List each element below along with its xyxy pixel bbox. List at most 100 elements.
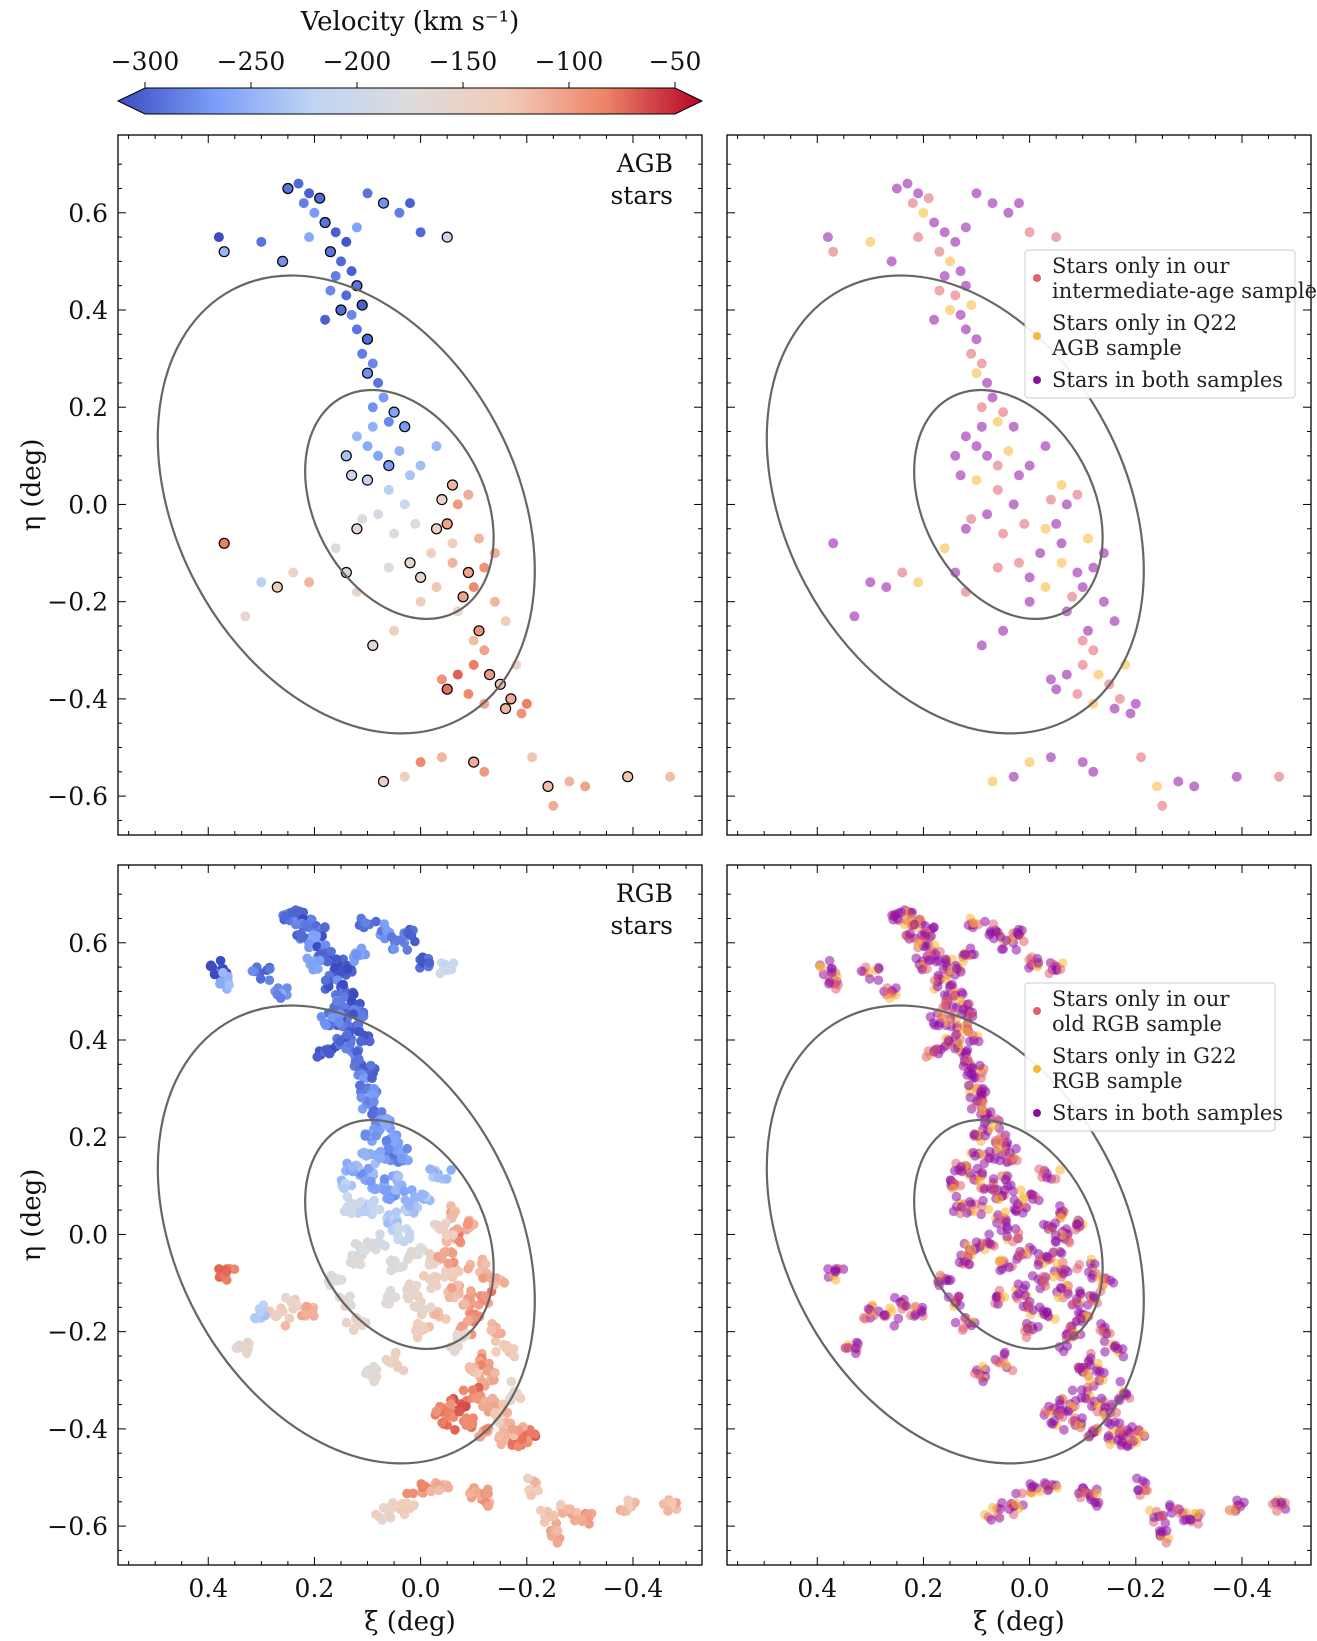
star-point bbox=[1003, 207, 1014, 218]
star-point bbox=[335, 1036, 345, 1046]
star-point bbox=[362, 441, 373, 452]
star-point bbox=[255, 974, 266, 984]
star-point bbox=[824, 955, 835, 966]
star-point bbox=[833, 980, 843, 990]
star-point bbox=[987, 776, 998, 787]
star-point bbox=[849, 611, 860, 622]
star-point bbox=[479, 645, 490, 656]
star-point bbox=[356, 1009, 367, 1020]
star-point bbox=[377, 197, 390, 209]
colorbar-tick-label: −200 bbox=[323, 47, 392, 76]
star-point bbox=[536, 1505, 546, 1516]
star-point bbox=[256, 236, 267, 247]
panel-rgb-samples: 0.4 0.2 0.0 −0.2 −0.4 bbox=[726, 864, 1312, 1603]
star-point bbox=[918, 207, 929, 218]
star-point bbox=[1108, 1278, 1119, 1288]
star-point bbox=[374, 1204, 385, 1215]
star-point bbox=[489, 596, 500, 607]
star-point bbox=[956, 1161, 966, 1172]
star-point bbox=[1088, 562, 1099, 573]
star-point bbox=[369, 1097, 379, 1107]
star-point bbox=[415, 227, 426, 238]
colorbar: Velocity (km s⁻¹) −300 −250 −200 −150 −100 −5… bbox=[111, 7, 704, 115]
star-point bbox=[1077, 1413, 1087, 1423]
star-point bbox=[346, 995, 357, 1006]
star-point bbox=[1034, 1164, 1044, 1174]
star-point bbox=[893, 1313, 904, 1324]
star-point bbox=[304, 577, 315, 588]
star-point bbox=[1061, 669, 1072, 680]
star-point bbox=[506, 1376, 517, 1387]
star-point bbox=[1008, 771, 1019, 782]
star-point bbox=[864, 974, 875, 984]
legend-top-item2-line2: AGB sample bbox=[1051, 336, 1182, 360]
plot-frame bbox=[117, 134, 703, 836]
star-point bbox=[936, 1013, 946, 1023]
star-point bbox=[390, 1349, 401, 1360]
star-point bbox=[993, 1194, 1004, 1205]
star-point bbox=[356, 943, 367, 954]
legend-top: Stars only in our intermediate-age sampl… bbox=[1024, 249, 1317, 399]
star-point bbox=[369, 1361, 379, 1372]
star-point bbox=[392, 1360, 403, 1370]
star-point bbox=[1089, 1259, 1100, 1269]
star-point bbox=[483, 1488, 493, 1499]
star-point bbox=[1002, 1231, 1012, 1242]
star-point bbox=[483, 1501, 493, 1511]
star-point bbox=[1028, 1481, 1039, 1491]
star-point bbox=[960, 950, 971, 960]
star-point bbox=[304, 939, 314, 949]
star-point bbox=[1067, 1385, 1078, 1396]
star-point bbox=[444, 1292, 455, 1303]
star-point bbox=[548, 1511, 558, 1522]
star-point bbox=[468, 582, 479, 593]
star-point bbox=[500, 616, 511, 627]
star-point bbox=[240, 611, 251, 622]
star-point bbox=[479, 766, 490, 777]
star-point bbox=[250, 1313, 260, 1323]
star-point bbox=[1083, 625, 1093, 636]
star-point bbox=[1075, 1286, 1085, 1296]
star-point bbox=[922, 964, 932, 974]
star-point bbox=[1118, 1351, 1129, 1362]
star-point bbox=[1096, 1393, 1107, 1404]
star-point bbox=[1109, 703, 1120, 714]
star-point bbox=[489, 1375, 499, 1385]
legend-bottom-item2-line1: Stars only in G22 bbox=[1052, 1044, 1237, 1068]
star-point bbox=[484, 668, 496, 681]
star-point bbox=[292, 1301, 303, 1311]
star-point bbox=[972, 1163, 983, 1174]
star-point bbox=[404, 1233, 415, 1244]
x-tick-label: 0.4 bbox=[797, 1574, 837, 1603]
star-point bbox=[965, 1036, 975, 1047]
colorbar-tick-label: −150 bbox=[429, 47, 498, 76]
star-point bbox=[1024, 1300, 1034, 1311]
star-point bbox=[1040, 1406, 1051, 1417]
star-point bbox=[1040, 582, 1051, 593]
star-point bbox=[380, 1186, 391, 1196]
star-point bbox=[377, 1515, 388, 1525]
star-point bbox=[505, 693, 517, 705]
star-point bbox=[976, 421, 987, 432]
star-point bbox=[384, 1194, 395, 1205]
star-point bbox=[1077, 582, 1088, 593]
star-point bbox=[897, 567, 908, 578]
star-point bbox=[471, 1393, 482, 1403]
star-point bbox=[411, 1280, 422, 1291]
star-point bbox=[348, 1325, 359, 1335]
star-point bbox=[356, 1197, 366, 1207]
colorbar-tick-label: −100 bbox=[535, 47, 604, 76]
star-point bbox=[935, 1270, 946, 1281]
star-point bbox=[484, 1358, 494, 1369]
star-point bbox=[367, 421, 378, 432]
star-point bbox=[952, 964, 962, 974]
star-point bbox=[356, 299, 368, 311]
scatter-points bbox=[205, 905, 682, 1548]
star-point bbox=[974, 1370, 984, 1381]
y-tick-label: 0.2 bbox=[68, 1123, 108, 1152]
star-point bbox=[410, 1192, 420, 1203]
star-point bbox=[360, 1129, 371, 1139]
star-point bbox=[1024, 227, 1035, 238]
star-point bbox=[402, 1498, 412, 1509]
star-point bbox=[992, 1144, 1003, 1154]
